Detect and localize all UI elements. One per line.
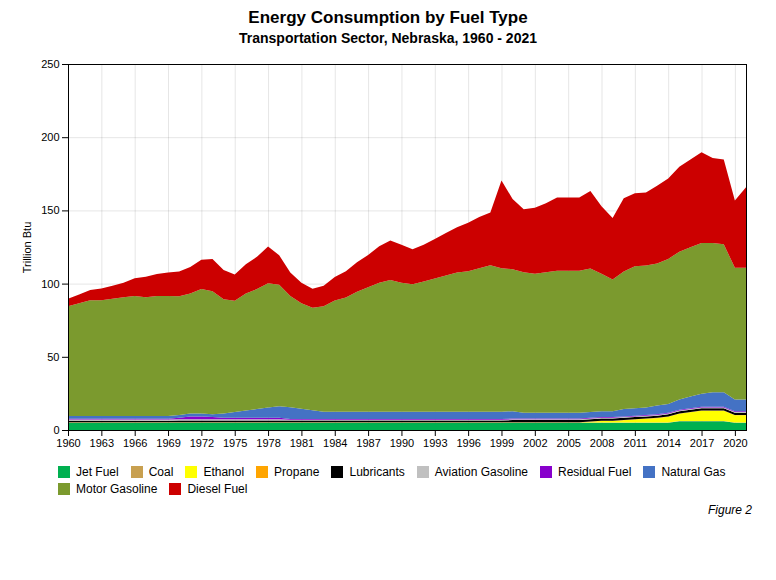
svg-text:1981: 1981 xyxy=(290,437,314,449)
svg-text:2008: 2008 xyxy=(590,437,614,449)
html-text:Diesel Fuel: Diesel Fuel xyxy=(187,481,248,496)
html-text:Jet Fuel: Jet Fuel xyxy=(76,465,119,480)
html-text:Aviation Gasoline: Aviation Gasoline xyxy=(434,465,528,480)
svg-text:Trillion Btu: Trillion Btu xyxy=(21,222,33,274)
svg-text:250: 250 xyxy=(41,58,59,70)
svg-text:200: 200 xyxy=(41,131,59,143)
html-text:Propane: Propane xyxy=(274,465,320,480)
svg-text:1993: 1993 xyxy=(423,437,447,449)
svg-text:1990: 1990 xyxy=(390,437,414,449)
svg-text:50: 50 xyxy=(47,351,59,363)
html-text:Natural Gas: Natural Gas xyxy=(661,465,726,480)
svg-text:2017: 2017 xyxy=(690,437,714,449)
svg-text:2011: 2011 xyxy=(624,437,648,449)
svg-text:100: 100 xyxy=(41,278,59,290)
svg-text:0: 0 xyxy=(53,424,59,436)
svg-text:2005: 2005 xyxy=(556,437,580,449)
html-text:Figure 2: Figure 2 xyxy=(708,503,752,517)
svg-text:1996: 1996 xyxy=(456,437,480,449)
svg-text:1966: 1966 xyxy=(123,437,147,449)
html-text:Coal: Coal xyxy=(148,465,174,480)
html-text:Energy Consumption by Fuel Typ: Energy Consumption by Fuel Type xyxy=(248,8,528,27)
svg-text:2020: 2020 xyxy=(723,437,747,449)
svg-text:1999: 1999 xyxy=(490,437,514,449)
svg-text:1969: 1969 xyxy=(156,437,180,449)
svg-text:150: 150 xyxy=(41,204,59,216)
svg-text:2014: 2014 xyxy=(656,437,680,449)
html-text:Transportation Sector, Nebrask: Transportation Sector, Nebraska, 1960 - … xyxy=(239,30,537,46)
html-text:Motor Gasoline: Motor Gasoline xyxy=(76,481,158,496)
svg-text:1960: 1960 xyxy=(56,437,80,449)
html-text:Ethanol: Ethanol xyxy=(203,465,245,480)
svg-text:1978: 1978 xyxy=(256,437,280,449)
svg-text:1984: 1984 xyxy=(323,437,347,449)
html-text:Lubricants: Lubricants xyxy=(349,465,405,480)
svg-text:2002: 2002 xyxy=(523,437,547,449)
svg-text:1972: 1972 xyxy=(190,437,214,449)
svg-text:1963: 1963 xyxy=(90,437,114,449)
html-text:Residual Fuel: Residual Fuel xyxy=(558,465,632,480)
svg-text:1975: 1975 xyxy=(223,437,247,449)
svg-text:1987: 1987 xyxy=(356,437,380,449)
